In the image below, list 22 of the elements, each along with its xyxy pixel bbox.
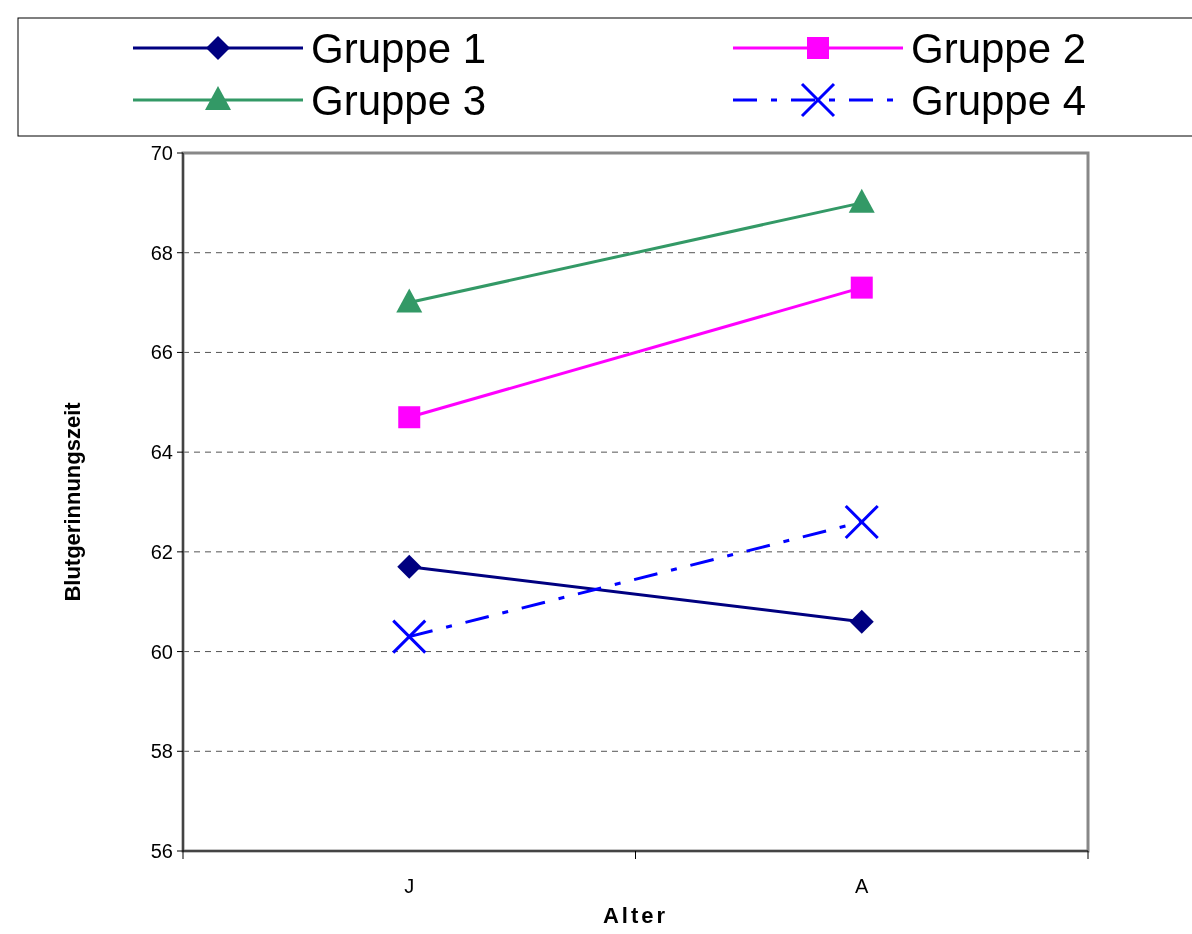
legend-label: Gruppe 4 <box>911 76 1087 124</box>
x-tick-label: J <box>404 875 415 897</box>
y-tick-label: 60 <box>150 640 173 663</box>
point <box>397 554 422 579</box>
point <box>849 609 874 634</box>
legend-label: Gruppe 2 <box>911 24 1087 72</box>
y-tick-label: 68 <box>150 241 173 264</box>
legend-label: Gruppe 3 <box>311 76 487 124</box>
y-tick-label: 62 <box>150 540 173 563</box>
legend-label: Gruppe 1 <box>311 24 487 72</box>
x-axis-title: Alter <box>602 903 669 928</box>
x-tick-label: A <box>855 875 870 897</box>
y-tick-label: 64 <box>150 441 173 464</box>
point <box>850 276 873 299</box>
y-tick-label: 66 <box>150 341 173 364</box>
y-tick-label: 58 <box>150 740 173 763</box>
point <box>391 619 427 655</box>
point <box>398 406 421 429</box>
y-tick-label: 70 <box>150 142 173 164</box>
y-axis-title: Blutgerinnungszeit <box>60 401 85 602</box>
y-tick-label: 56 <box>150 840 173 862</box>
point <box>844 504 880 540</box>
